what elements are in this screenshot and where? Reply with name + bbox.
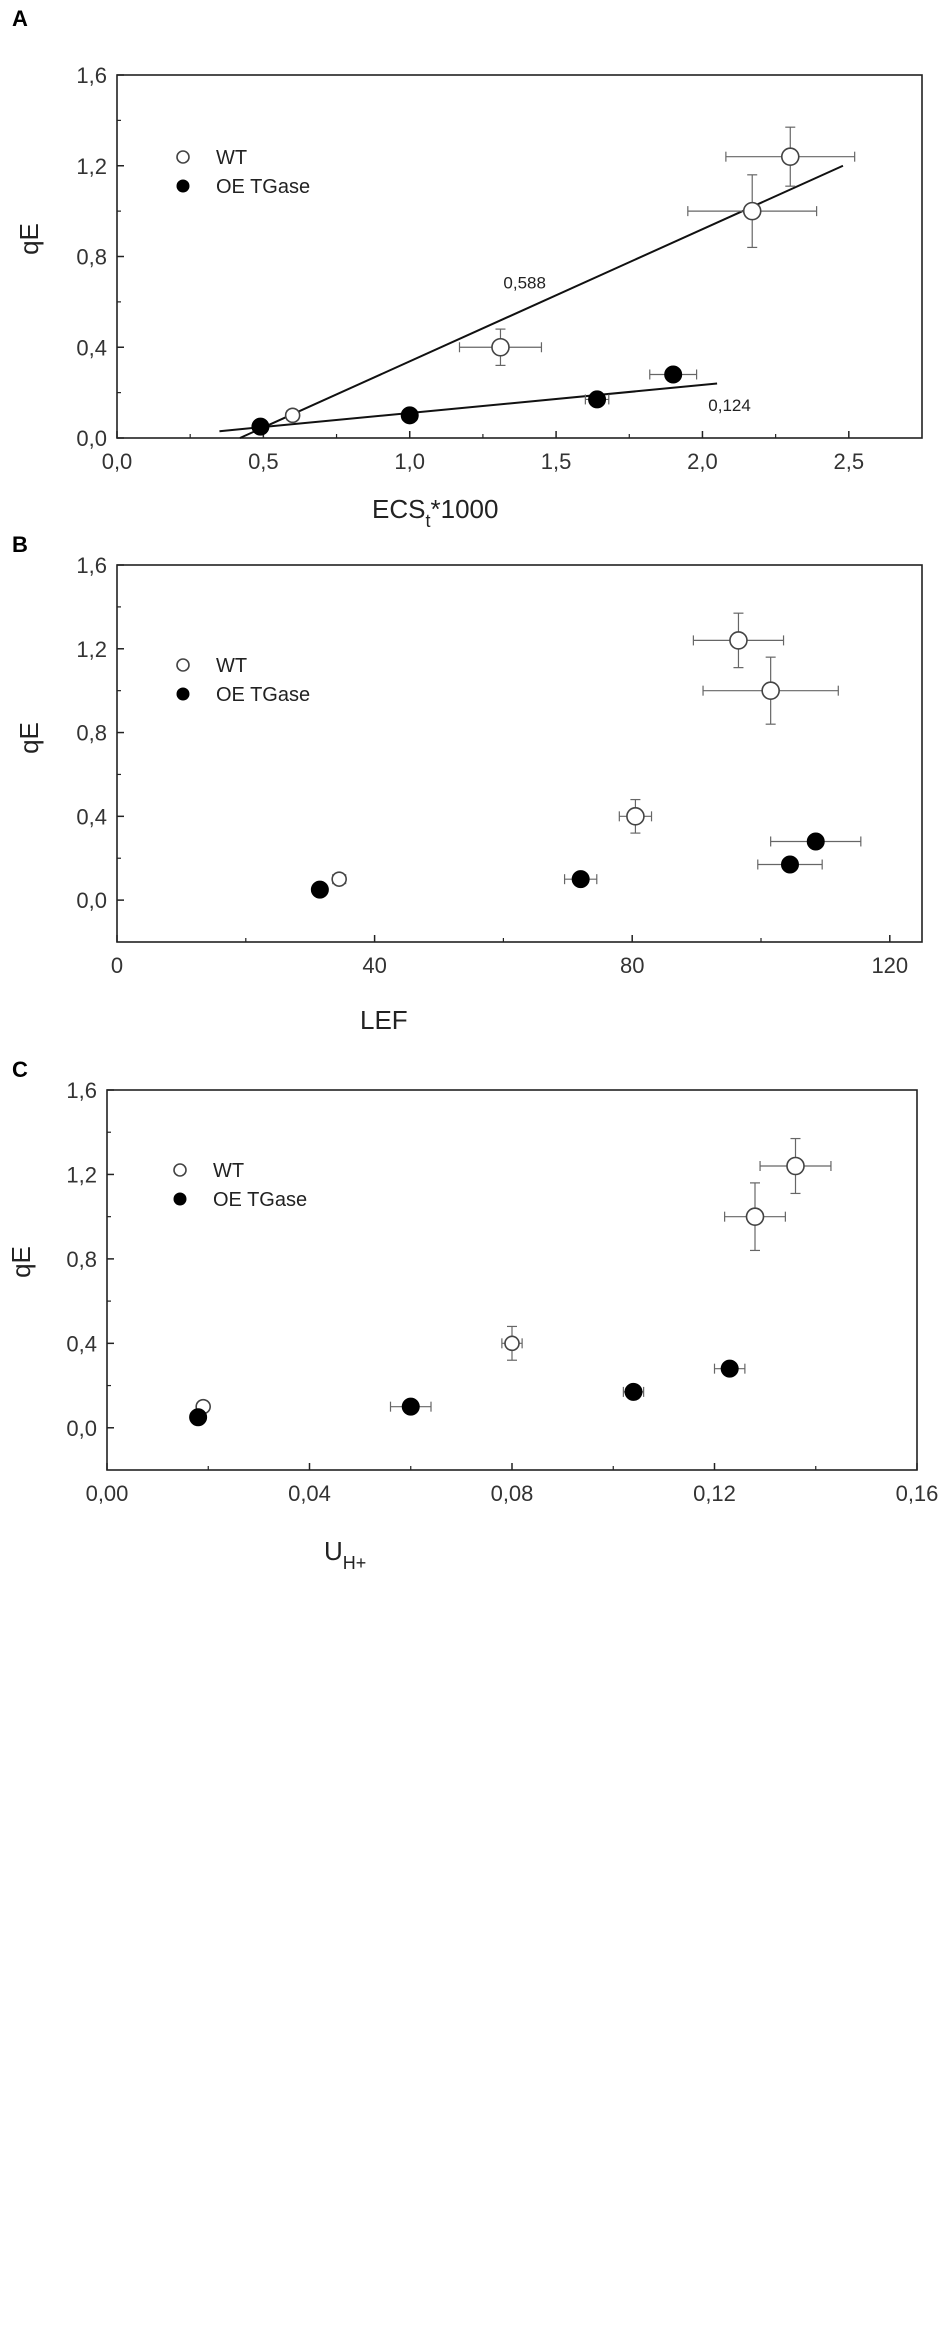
y-tick-label: 1,6: [76, 63, 107, 88]
y-tick-label: 0,4: [76, 804, 107, 829]
x-tick-label: 120: [871, 953, 908, 978]
plot-frame: [116, 564, 923, 943]
legend-oe-tgase-marker: [176, 687, 190, 701]
oe-tgase-data-point: [400, 406, 419, 425]
y-tick-label: 1,6: [66, 1078, 97, 1103]
y-tick-label: 0,8: [76, 721, 107, 746]
legend-wt-marker: [173, 1163, 187, 1177]
x-tick-label: 0,00: [86, 1481, 129, 1506]
y-tick-label: 0,0: [76, 426, 107, 451]
y-tick-label: 0,8: [66, 1247, 97, 1272]
y-tick-label: 1,6: [76, 553, 107, 578]
panel-letter: B: [12, 532, 28, 557]
wt-data-point: [284, 407, 301, 424]
panel-letter: C: [12, 1057, 28, 1082]
legend-label: OE TGase: [216, 176, 310, 198]
x-tick-label: 0,5: [248, 449, 279, 474]
x-tick-label: 2,0: [687, 449, 718, 474]
x-tick-label: 0,08: [491, 1481, 534, 1506]
wt-data-point: [626, 807, 645, 826]
x-axis-title-subscript: t: [425, 511, 430, 531]
oe-tgase-data-point: [806, 832, 825, 851]
x-tick-label: 1,5: [541, 449, 572, 474]
wt-data-point: [331, 871, 347, 887]
y-tick-label: 0,0: [76, 888, 107, 913]
y-tick-label: 1,2: [76, 154, 107, 179]
y-axis-title: qE: [6, 1246, 36, 1278]
oe-tgase-data-point: [189, 1408, 208, 1427]
legend-oe-tgase-marker: [173, 1192, 187, 1206]
x-axis-title: ECSt*1000: [372, 494, 498, 531]
y-tick-label: 1,2: [66, 1162, 97, 1187]
plot-frame: [116, 74, 923, 439]
x-tick-label: 1,0: [394, 449, 425, 474]
x-tick-label: 0: [111, 953, 123, 978]
y-axis-title: qE: [14, 223, 44, 255]
wt-data-point: [786, 1156, 805, 1176]
x-axis-title: LEF: [360, 1005, 408, 1035]
wt-data-point: [745, 1207, 765, 1226]
x-tick-label: 40: [362, 953, 386, 978]
legend-wt-marker: [176, 150, 190, 164]
oe-tgase-data-point: [588, 390, 607, 409]
wt-data-point: [491, 337, 510, 357]
panel-c-chart: C 0,00 0,04 0,08 0,12 0,16 0,0 0,4 0,8 1,2 1,6 UH+ q…: [6, 1057, 938, 1573]
oe-tgase-data-point: [720, 1359, 739, 1378]
x-axis-title: UH+: [324, 1536, 366, 1573]
x-tick-label: 2,5: [834, 449, 865, 474]
panel-letter: A: [12, 6, 28, 31]
x-axis-title-subscript: H+: [343, 1553, 367, 1573]
slope-label: 0,588: [503, 273, 546, 292]
oe-tgase-data-point: [571, 870, 590, 889]
panel-a-chart: A 0,0 0,5 1,0 1,5 2,0 2,5 0,0 0,4 0,8 1,2 1,6 ECSt*1…: [12, 6, 923, 531]
x-tick-label: 0,12: [693, 1481, 736, 1506]
oe-tgase-data-point: [251, 417, 270, 436]
x-tick-label: 0,0: [102, 449, 133, 474]
y-tick-label: 1,2: [76, 637, 107, 662]
legend-label: WT: [216, 147, 247, 169]
legend-label: OE TGase: [216, 684, 310, 706]
oe-tgase-data-point: [664, 365, 683, 384]
oe-tgase-data-point: [624, 1382, 643, 1401]
slope-label: 0,124: [708, 396, 751, 415]
wt-data-point: [780, 147, 800, 166]
legend-label: WT: [213, 1160, 244, 1182]
oe-tgase-data-point: [310, 880, 329, 899]
y-tick-label: 0,4: [76, 335, 107, 360]
y-tick-label: 0,8: [76, 245, 107, 270]
legend-wt-marker: [176, 658, 190, 672]
legend-label: WT: [216, 655, 247, 677]
wt-data-point: [504, 1335, 520, 1352]
fit-line: [219, 382, 718, 433]
wt-data-point: [729, 631, 748, 650]
legend-oe-tgase-marker: [176, 179, 190, 193]
wt-data-point: [742, 201, 762, 221]
oe-tgase-data-point: [401, 1397, 420, 1416]
x-tick-label: 0,16: [896, 1481, 939, 1506]
y-tick-label: 0,4: [66, 1331, 97, 1356]
wt-data-point: [761, 681, 780, 700]
panel-b-chart: B 0 40 80 120 0,0 0,4 0,8 1,2 1,6 LEF qE WT OE TGase: [12, 532, 923, 1035]
oe-tgase-data-point: [780, 855, 799, 874]
x-tick-label: 0,04: [288, 1481, 331, 1506]
y-tick-label: 0,0: [66, 1416, 97, 1441]
x-tick-label: 80: [620, 953, 644, 978]
legend-label: OE TGase: [213, 1189, 307, 1211]
y-axis-title: qE: [14, 722, 44, 754]
x-axis-title-suffix: *1000: [430, 494, 498, 524]
